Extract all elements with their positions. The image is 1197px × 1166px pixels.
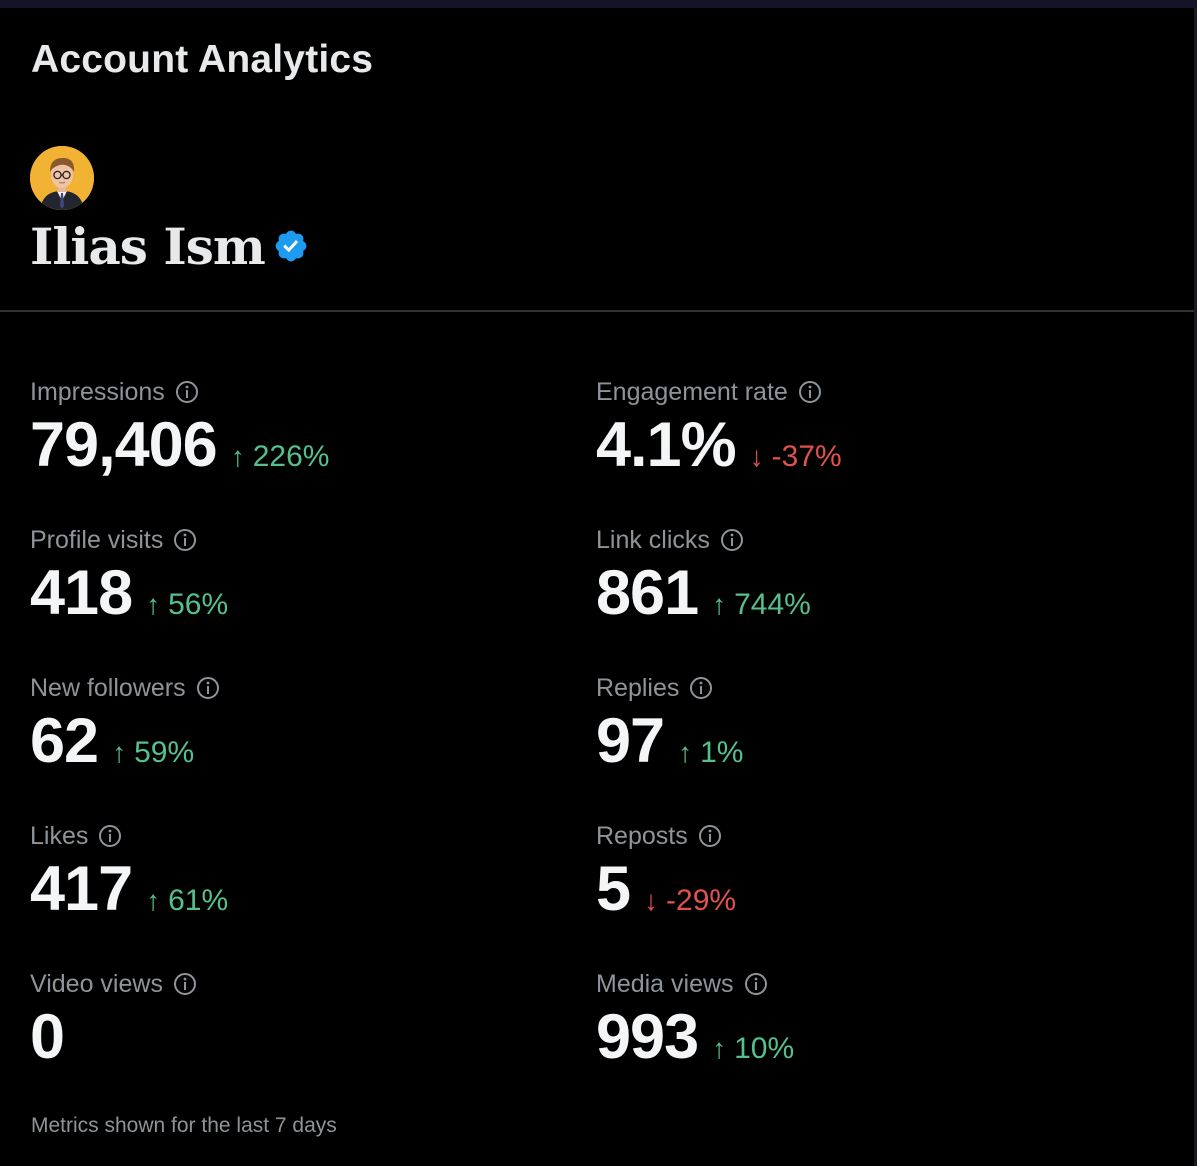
metric-value: 79,406	[30, 410, 218, 480]
metric-replies: Replies 97 ↑ 1%	[596, 672, 1116, 773]
info-icon[interactable]	[173, 972, 197, 996]
window-top-strip	[0, 0, 1197, 8]
info-icon[interactable]	[98, 824, 122, 848]
arrow-up-icon: ↑	[230, 441, 245, 472]
metric-value: 418	[30, 558, 133, 628]
metric-change: ↑ 226%	[231, 440, 330, 474]
info-icon[interactable]	[744, 972, 768, 996]
metric-engagement-rate: Engagement rate 4.1% ↓ -37%	[596, 376, 1116, 477]
arrow-up-icon: ↑	[146, 589, 161, 620]
change-percent: 59%	[134, 736, 195, 769]
change-percent: 1%	[700, 736, 744, 769]
change-percent: 10%	[734, 1032, 795, 1065]
change-percent: 744%	[734, 588, 811, 621]
metric-link-clicks: Link clicks 861 ↑ 744%	[596, 524, 1116, 625]
metric-label: Replies	[596, 673, 680, 702]
profile-name[interactable]: Ilias Ism	[30, 216, 266, 276]
metric-label: New followers	[30, 673, 186, 702]
info-icon[interactable]	[196, 676, 220, 700]
info-icon[interactable]	[175, 380, 199, 404]
metric-reposts: Reposts 5 ↓ -29%	[596, 820, 1116, 921]
metric-change: ↑ 56%	[146, 588, 228, 622]
change-percent: 226%	[252, 440, 330, 473]
metric-label: Engagement rate	[596, 377, 788, 406]
metric-new-followers: New followers 62 ↑ 59%	[30, 672, 550, 773]
info-icon[interactable]	[798, 380, 822, 404]
metric-change: ↑ 10%	[712, 1032, 794, 1066]
change-percent: -37%	[771, 440, 842, 473]
arrow-up-icon: ↑	[712, 589, 727, 620]
metric-value: 4.1%	[596, 410, 737, 480]
metric-label: Media views	[596, 969, 734, 998]
metric-value: 861	[596, 558, 699, 628]
change-percent: 56%	[168, 588, 229, 621]
info-icon[interactable]	[720, 528, 744, 552]
metric-value: 97	[596, 706, 665, 776]
metric-value: 993	[596, 1002, 699, 1072]
metric-change: ↑ 744%	[712, 588, 811, 622]
arrow-up-icon: ↑	[146, 885, 161, 916]
profile-name-row: Ilias Ism	[30, 214, 309, 278]
info-icon[interactable]	[173, 528, 197, 552]
metric-label: Likes	[30, 821, 89, 850]
arrow-down-icon: ↓	[749, 441, 764, 472]
metric-change: ↓ -29%	[644, 884, 736, 918]
metric-change: ↑ 1%	[678, 736, 743, 770]
info-icon[interactable]	[698, 824, 722, 848]
metric-profile-visits: Profile visits 418 ↑ 56%	[30, 524, 550, 625]
metric-label: Reposts	[596, 821, 688, 850]
metric-label: Impressions	[30, 377, 165, 406]
change-percent: 61%	[168, 884, 229, 917]
metric-change: ↓ -37%	[750, 440, 842, 474]
metric-change: ↑ 61%	[146, 884, 228, 918]
arrow-up-icon: ↑	[712, 1033, 727, 1064]
header-divider	[0, 310, 1194, 312]
arrow-down-icon: ↓	[644, 885, 659, 916]
avatar[interactable]	[30, 146, 94, 210]
change-percent: -29%	[666, 884, 737, 917]
metric-label: Profile visits	[30, 525, 164, 554]
metric-label: Video views	[30, 969, 163, 998]
metric-media-views: Media views 993 ↑ 10%	[596, 968, 1116, 1069]
metric-label: Link clicks	[596, 525, 710, 554]
arrow-up-icon: ↑	[678, 737, 693, 768]
info-icon[interactable]	[689, 676, 713, 700]
window-right-edge	[1194, 8, 1197, 1166]
metric-value: 417	[30, 854, 133, 924]
metrics-period-note: Metrics shown for the last 7 days	[31, 1114, 337, 1137]
metric-value: 5	[596, 854, 631, 924]
metric-value: 0	[30, 1002, 65, 1072]
page-title: Account Analytics	[31, 38, 374, 81]
metric-impressions: Impressions 79,406 ↑ 226%	[30, 376, 550, 477]
arrow-up-icon: ↑	[112, 737, 127, 768]
metric-change: ↑ 59%	[112, 736, 194, 770]
avatar-portrait-icon	[30, 146, 94, 210]
verified-badge-icon	[275, 230, 307, 262]
metric-video-views: Video views 0	[30, 968, 550, 1069]
metric-likes: Likes 417 ↑ 61%	[30, 820, 550, 921]
metric-value: 62	[30, 706, 99, 776]
